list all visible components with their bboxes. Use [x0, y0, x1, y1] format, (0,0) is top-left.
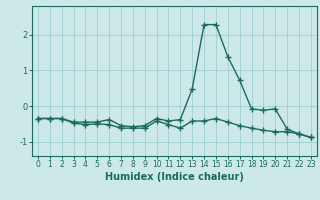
- X-axis label: Humidex (Indice chaleur): Humidex (Indice chaleur): [105, 172, 244, 182]
